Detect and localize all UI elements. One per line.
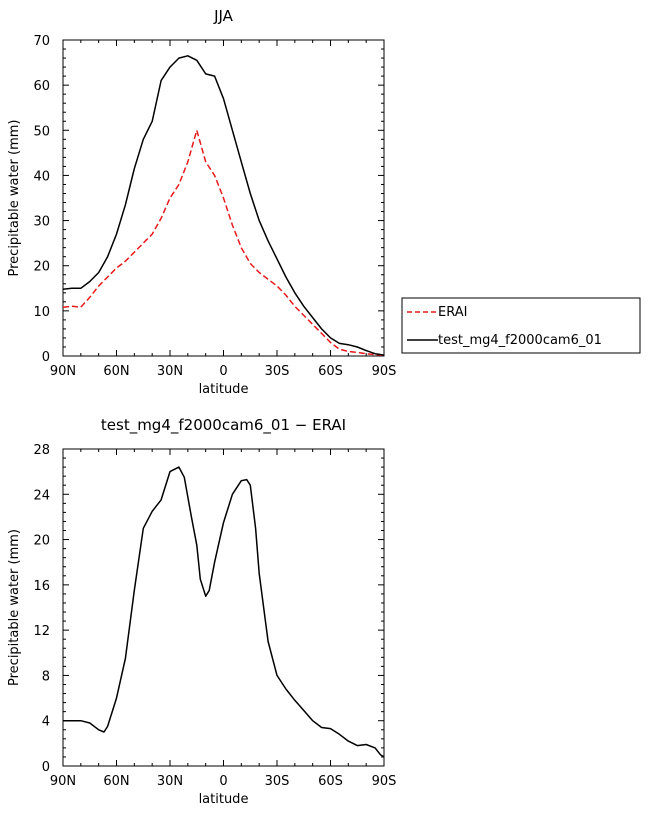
- y-axis-title: Precipitable water (mm): [7, 120, 22, 277]
- y-tick-label: 30: [33, 215, 50, 230]
- y-tick-label: 40: [33, 169, 50, 184]
- legend: ERAI test_mg4_f2000cam6_01: [401, 297, 641, 354]
- x-tick-label: 90N: [50, 774, 76, 789]
- panel-difference: 90N 60N 30N 0 30S 60S 90S 0 4 8 12 16 20 24 28 test_mg4…: [7, 416, 396, 807]
- x-axis-title: latitude: [199, 792, 249, 807]
- y-tick-label: 50: [33, 124, 50, 139]
- y-tick-label: 16: [33, 579, 50, 594]
- y-tick-label: 20: [33, 534, 50, 549]
- y-tick-label: 24: [33, 488, 50, 503]
- y-tick-label: 10: [33, 305, 50, 320]
- legend-label-erai: ERAI: [438, 305, 467, 320]
- y-tick-label: 70: [33, 34, 50, 49]
- chart-title: JJA: [213, 7, 234, 25]
- legend-box: [401, 297, 641, 354]
- x-tick-label: 90S: [372, 774, 397, 789]
- y-tick-label: 28: [33, 443, 50, 458]
- x-tick-label: 90S: [372, 364, 397, 379]
- series-line-erai: [62, 129, 385, 357]
- x-tick-label: 60N: [103, 774, 129, 789]
- x-tick-label: 60S: [318, 774, 343, 789]
- x-tick-label: 30N: [157, 364, 183, 379]
- y-tick-label: 0: [42, 760, 50, 775]
- x-tick-label: 30N: [157, 774, 183, 789]
- y-tick-label: 0: [42, 350, 50, 365]
- y-tick-label: 8: [42, 669, 50, 684]
- series-line-difference: [63, 466, 385, 758]
- plot-frame: [62, 448, 385, 767]
- x-tick-label: 30S: [265, 774, 290, 789]
- x-tick-label: 0: [219, 364, 227, 379]
- series-line-test-mg4-f2000cam6-01: [62, 55, 385, 356]
- chart-title: test_mg4_f2000cam6_01 − ERAI: [101, 416, 346, 435]
- y-axis-title: Precipitable water (mm): [7, 529, 22, 686]
- x-tick-label: 60S: [318, 364, 343, 379]
- panel-jja: 90N 60N 30N 0 30S 60S 90S 0 10 20 30 40 50 60 70 JJA lat…: [7, 7, 396, 397]
- legend-label-test: test_mg4_f2000cam6_01: [438, 333, 602, 348]
- y-tick-label: 4: [42, 715, 50, 730]
- x-tick-label: 0: [219, 774, 227, 789]
- x-axis-title: latitude: [199, 382, 249, 397]
- y-tick-label: 60: [33, 79, 50, 94]
- y-tick-label: 20: [33, 260, 50, 275]
- x-tick-label: 30S: [265, 364, 290, 379]
- x-tick-label: 60N: [103, 364, 129, 379]
- y-tick-label: 12: [33, 624, 50, 639]
- x-tick-label: 90N: [50, 364, 76, 379]
